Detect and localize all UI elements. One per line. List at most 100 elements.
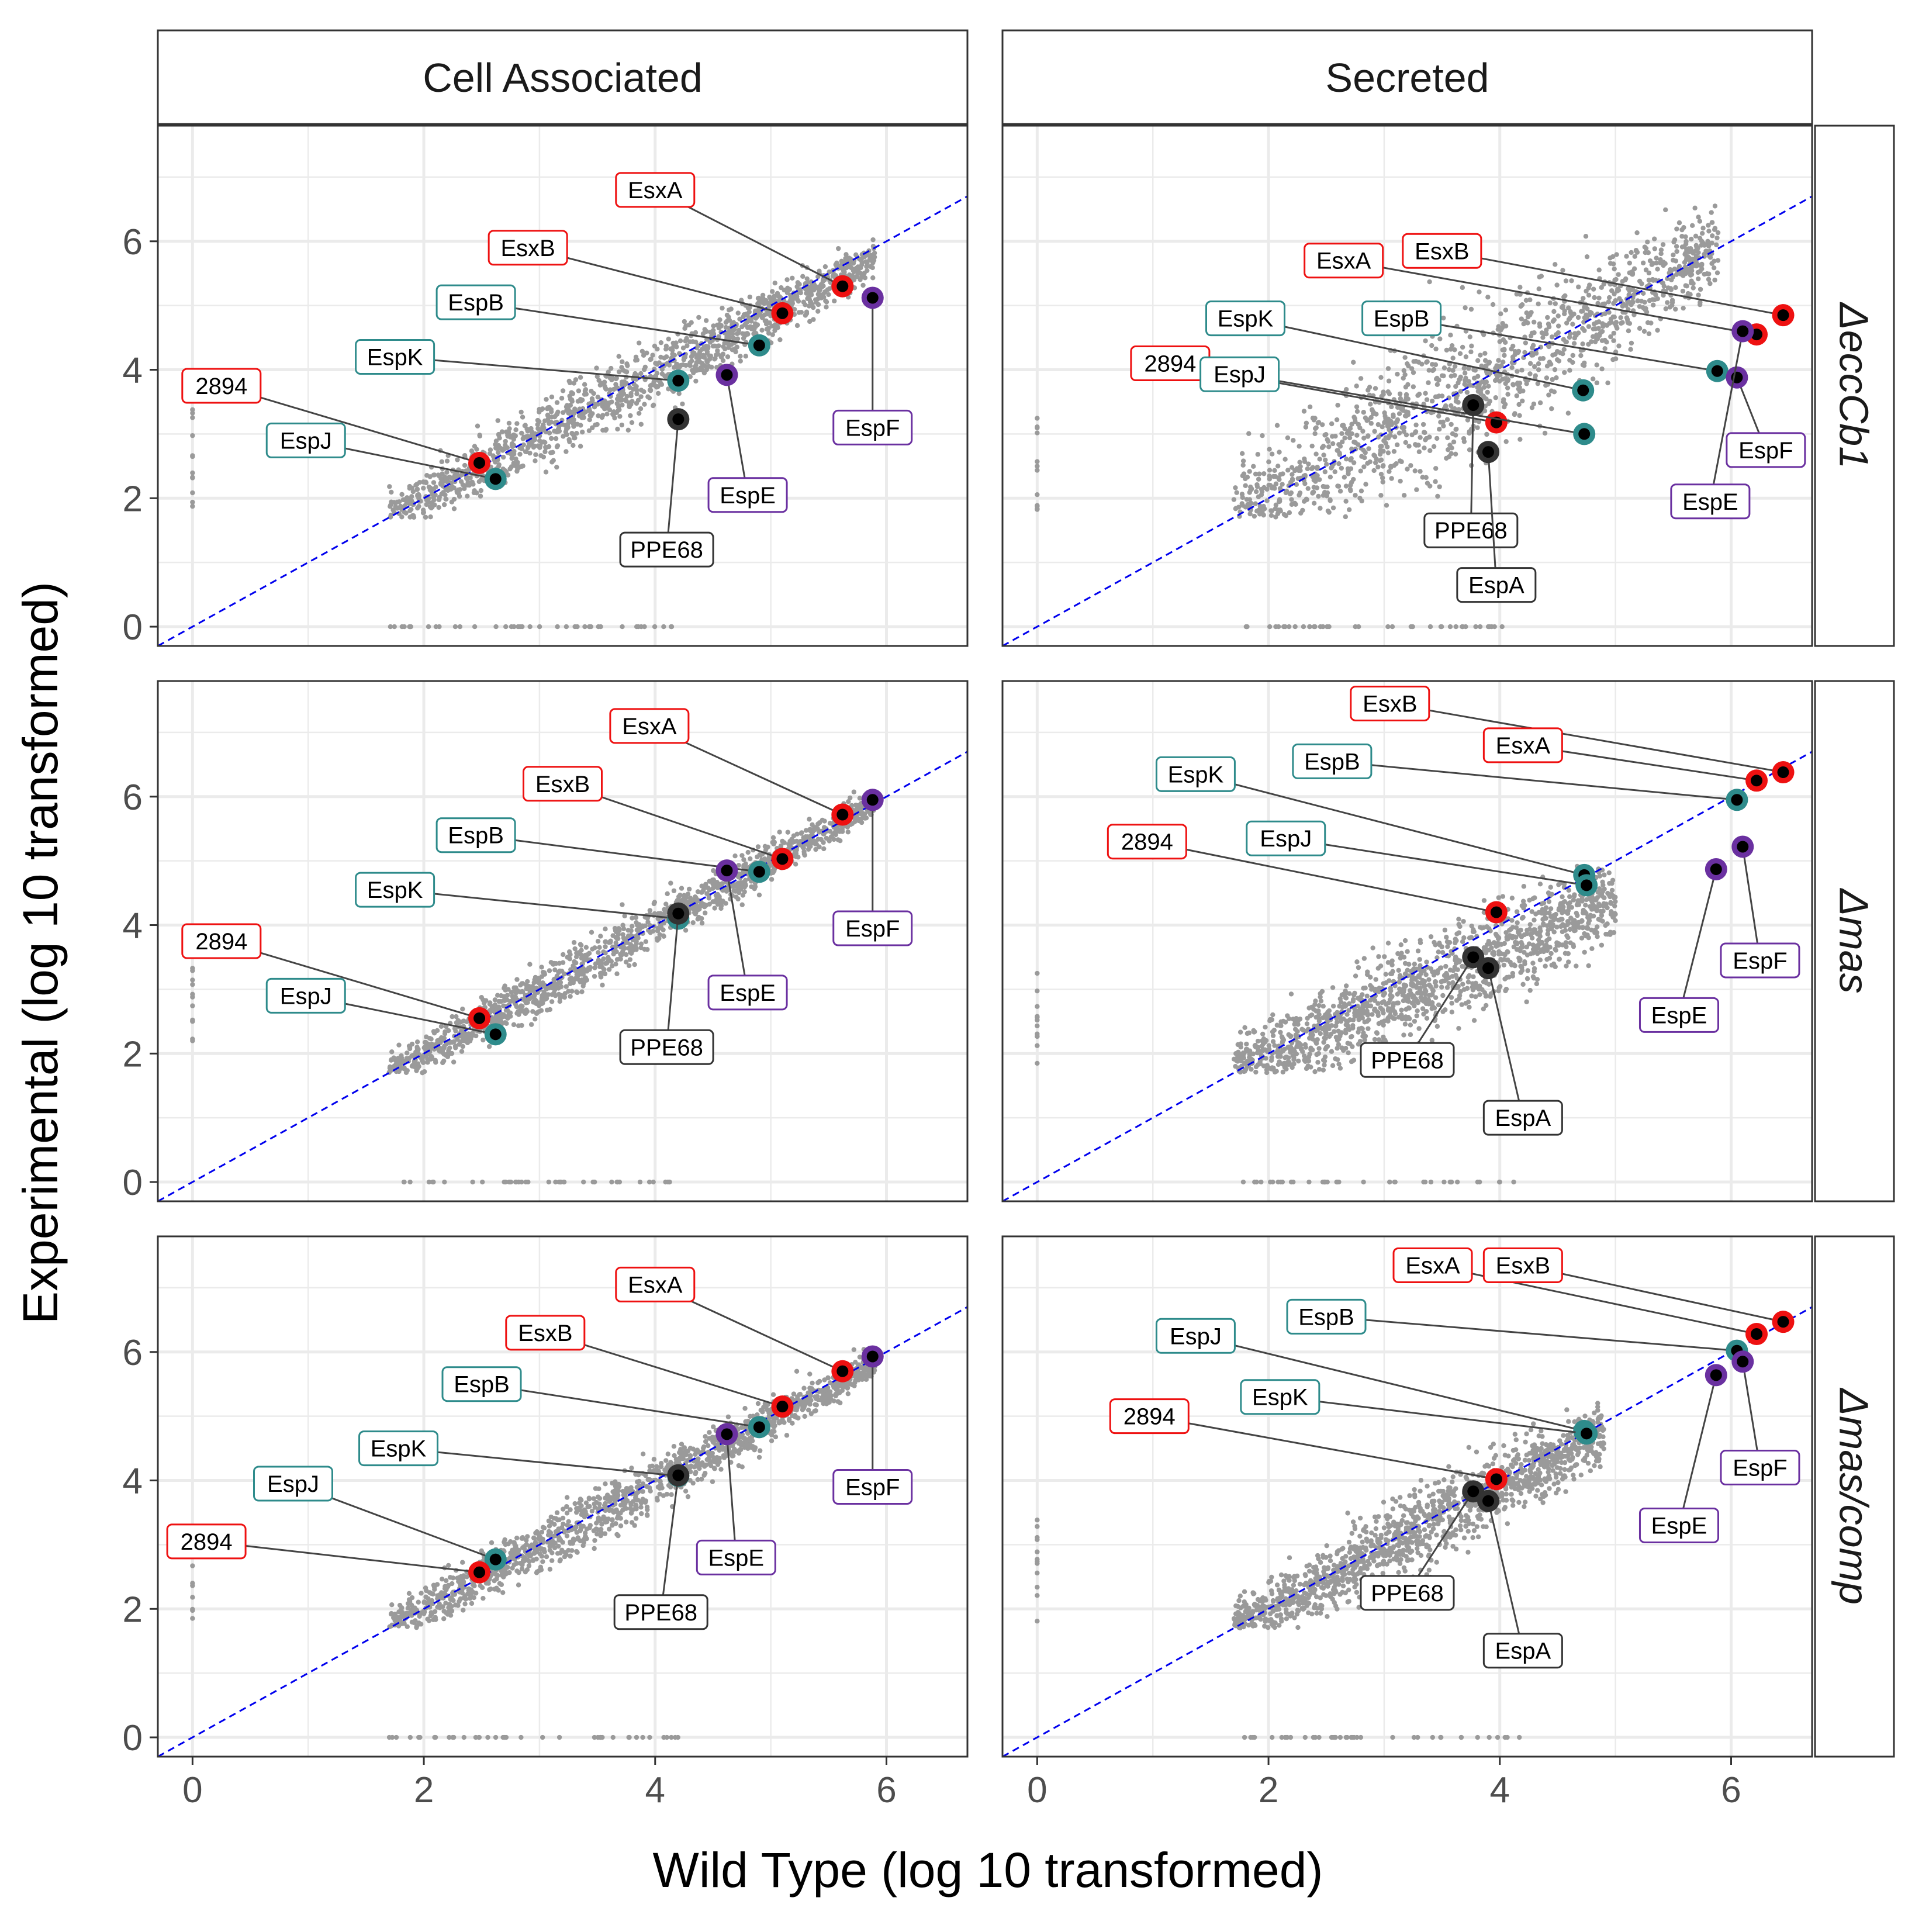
background-point — [1460, 345, 1465, 350]
background-point — [668, 881, 673, 886]
background-point — [638, 394, 643, 399]
background-point — [859, 257, 863, 262]
background-point — [1568, 315, 1572, 320]
background-point — [1420, 475, 1425, 479]
background-point — [594, 365, 599, 370]
background-point — [527, 962, 532, 966]
zero-y-point — [1473, 624, 1478, 629]
background-point — [555, 429, 559, 434]
background-point — [661, 934, 666, 939]
zero-x-point — [1035, 459, 1039, 464]
background-point — [661, 927, 665, 932]
background-point — [1436, 949, 1441, 954]
background-point — [1615, 326, 1619, 330]
zero-y-point — [581, 1180, 586, 1184]
background-point — [387, 484, 392, 489]
background-point — [1599, 918, 1603, 922]
background-point — [1624, 254, 1629, 258]
background-point — [1361, 410, 1366, 414]
background-point — [592, 974, 597, 979]
background-point — [1661, 260, 1665, 264]
background-point — [1366, 446, 1371, 451]
zero-y-point — [1385, 624, 1390, 629]
background-point — [1434, 436, 1439, 441]
background-point — [1285, 468, 1290, 472]
background-point — [1435, 494, 1440, 499]
background-point — [620, 902, 624, 907]
background-point — [1240, 451, 1244, 456]
background-point — [1540, 917, 1545, 922]
background-point — [571, 443, 575, 448]
background-point — [554, 436, 558, 441]
background-point — [865, 261, 869, 265]
background-point — [756, 844, 760, 849]
background-point — [1275, 464, 1280, 468]
background-point — [1643, 244, 1647, 249]
background-point — [1645, 320, 1650, 325]
zero-y-point — [1267, 624, 1272, 629]
background-point — [1673, 285, 1678, 290]
background-point — [1647, 271, 1651, 275]
background-point — [1425, 360, 1429, 364]
background-point — [799, 830, 804, 835]
background-point — [507, 421, 511, 426]
y-tick-label: 0 — [123, 1163, 143, 1203]
background-point — [1556, 323, 1561, 328]
background-point — [469, 1032, 474, 1037]
background-point — [1278, 472, 1283, 476]
background-point — [1715, 271, 1720, 275]
background-point — [824, 305, 828, 309]
background-point — [655, 362, 659, 367]
background-point — [465, 493, 469, 498]
background-point — [444, 487, 449, 492]
background-point — [624, 399, 628, 403]
background-point — [804, 828, 808, 832]
background-point — [599, 974, 603, 979]
background-point — [713, 344, 718, 348]
background-point — [1297, 444, 1301, 448]
background-point — [1380, 424, 1384, 429]
background-point — [421, 480, 426, 485]
background-point — [1385, 444, 1389, 449]
background-point — [1591, 286, 1596, 291]
background-point — [1396, 968, 1401, 973]
background-point — [1596, 326, 1600, 331]
zero-y-point — [523, 1180, 528, 1184]
background-point — [392, 500, 396, 504]
background-point — [1462, 366, 1467, 371]
background-point — [1684, 257, 1689, 262]
background-point — [1411, 384, 1416, 389]
background-point — [1257, 472, 1261, 476]
background-point — [755, 301, 760, 306]
background-point — [1628, 347, 1633, 352]
background-point — [569, 989, 574, 993]
background-point — [1537, 275, 1541, 279]
background-point — [1458, 351, 1463, 356]
background-point — [697, 349, 702, 354]
background-point — [1232, 497, 1236, 502]
background-point — [1543, 964, 1547, 969]
background-point — [689, 320, 693, 325]
background-point — [700, 921, 704, 925]
zero-y-point — [434, 624, 438, 629]
background-point — [1368, 402, 1373, 406]
background-point — [614, 972, 619, 976]
background-point — [687, 887, 692, 891]
background-point — [706, 364, 711, 369]
background-point — [1344, 457, 1349, 461]
background-point — [1418, 941, 1423, 945]
column-strip-label: Cell Associated — [423, 55, 703, 101]
background-point — [762, 300, 767, 305]
background-point — [557, 961, 562, 966]
background-point — [1333, 434, 1337, 438]
background-point — [1240, 463, 1245, 468]
background-point — [1536, 361, 1541, 366]
background-point — [628, 957, 632, 962]
background-point — [689, 358, 694, 363]
background-point — [733, 889, 738, 893]
background-point — [609, 959, 614, 963]
highlight-point-core — [473, 1012, 485, 1024]
background-point — [1320, 445, 1325, 450]
background-point — [388, 504, 392, 509]
background-point — [1665, 300, 1669, 305]
